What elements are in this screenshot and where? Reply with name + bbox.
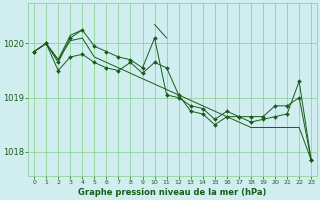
X-axis label: Graphe pression niveau de la mer (hPa): Graphe pression niveau de la mer (hPa) — [78, 188, 267, 197]
